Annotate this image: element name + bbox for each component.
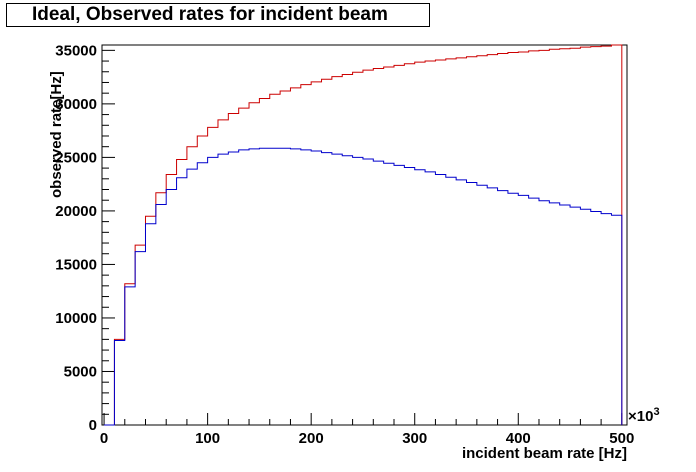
x-tick-label: 400	[506, 430, 531, 447]
series-group	[104, 44, 623, 426]
y-tick-label: 0	[89, 417, 97, 434]
axis-ticks	[102, 49, 623, 426]
y-tick-label: 35000	[55, 42, 97, 59]
y-tick-label: 10000	[55, 310, 97, 327]
series-line-1	[104, 44, 623, 426]
chart-title: Ideal, Observed rates for incident beam	[6, 3, 430, 27]
y-axis-title: observed rate[Hz]	[48, 71, 65, 198]
x-tick-label: 0	[100, 430, 108, 447]
x-axis-exponent: ×103	[628, 406, 660, 425]
series-line-2	[104, 147, 623, 426]
x-tick-label: 200	[299, 430, 324, 447]
x-axis-title: incident beam rate [Hz]	[462, 445, 627, 462]
y-tick-label: 30000	[55, 96, 97, 113]
y-tick-label: 20000	[55, 203, 97, 220]
y-tick-label: 25000	[55, 149, 97, 166]
x-tick-label: 100	[195, 430, 220, 447]
x-tick-label: 300	[402, 430, 427, 447]
tick-labels: 0 5000 10000 15000 20000 25000 30000 35000 0 100 2…	[55, 42, 634, 447]
y-tick-label: 15000	[55, 256, 97, 273]
y-tick-label: 5000	[64, 363, 97, 380]
x-tick-label: 500	[609, 430, 634, 447]
plot-area	[101, 44, 628, 426]
